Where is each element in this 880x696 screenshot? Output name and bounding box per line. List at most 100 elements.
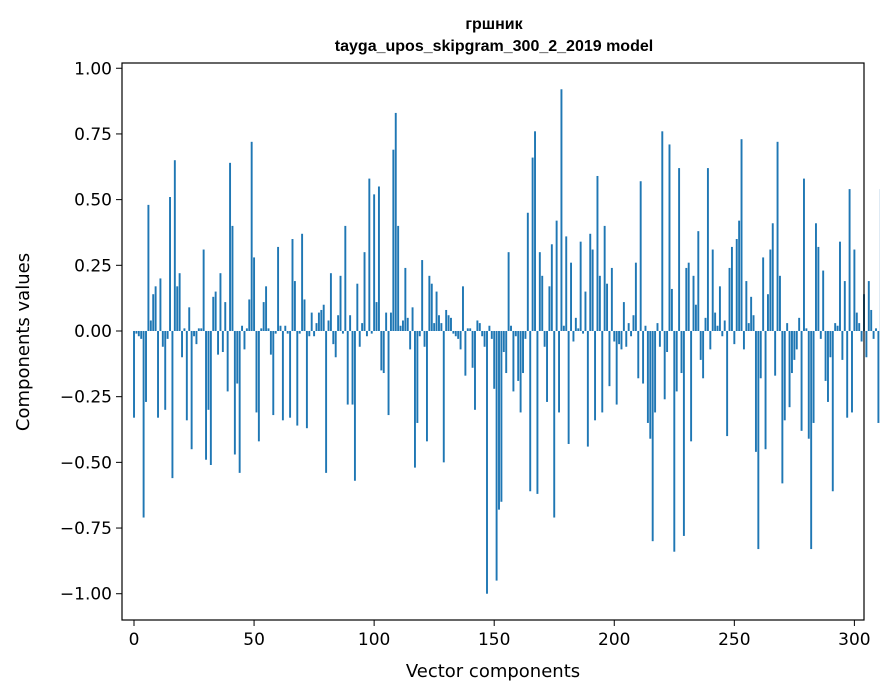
bar-173 [548, 286, 551, 331]
bar-33 [212, 296, 215, 331]
y-tick-label-4: 0.00 [74, 322, 112, 342]
bar-170 [541, 275, 544, 331]
bar-275 [793, 330, 796, 360]
bar-43 [236, 330, 239, 384]
bar-302 [858, 323, 861, 331]
bar-278 [800, 330, 803, 431]
bar-268 [776, 141, 779, 331]
bar-44 [238, 330, 241, 473]
bar-212 [642, 330, 645, 384]
x-axis-label: Vector components [406, 661, 580, 682]
bar-276 [795, 330, 798, 350]
bar-89 [346, 330, 349, 405]
bar-141 [471, 330, 474, 368]
bar-271 [783, 330, 786, 421]
bar-122 [426, 330, 428, 442]
bar-240 [709, 330, 712, 350]
bar-168 [536, 330, 539, 494]
bar-294 [839, 241, 841, 331]
bar-149 [490, 330, 493, 339]
bar-79 [322, 304, 325, 331]
bar-222 [666, 330, 669, 353]
bar-172 [546, 330, 548, 402]
bar-139 [466, 328, 469, 331]
bar-156 [507, 252, 510, 331]
bar-47 [245, 328, 248, 331]
bar-87 [341, 330, 344, 334]
bar-151 [495, 330, 498, 581]
bar-171 [543, 330, 546, 347]
bar-1 [135, 330, 138, 334]
bar-250 [733, 330, 736, 345]
bar-104 [382, 330, 385, 374]
bar-279 [803, 178, 805, 331]
bar-184 [574, 317, 577, 331]
bar-264 [766, 294, 769, 331]
x-tick-label-300: 300 [838, 630, 870, 650]
bar-205 [625, 330, 628, 347]
bar-300 [853, 249, 856, 331]
bar-288 [824, 330, 827, 381]
bar-132 [450, 317, 452, 331]
bar-57 [269, 330, 272, 355]
bar-86 [339, 275, 342, 331]
bar-22 [185, 330, 188, 421]
bar-239 [706, 168, 709, 331]
bar-106 [387, 330, 390, 416]
bar-217 [654, 330, 657, 413]
bar-7 [149, 320, 152, 331]
bars-group [133, 89, 880, 594]
bar-3 [140, 330, 143, 339]
bar-246 [723, 320, 726, 331]
bar-191 [591, 249, 594, 331]
bar-255 [745, 281, 748, 331]
chart-title: гршник [465, 16, 523, 33]
y-tick-label-5: 0.25 [74, 256, 112, 276]
bar-248 [728, 267, 731, 331]
bar-267 [774, 330, 777, 376]
bar-259 [754, 330, 757, 452]
bar-54 [262, 302, 265, 331]
bar-138 [464, 330, 467, 376]
bar-295 [841, 330, 844, 360]
bar-107 [389, 312, 392, 331]
bar-62 [281, 330, 284, 421]
bar-192 [594, 330, 597, 421]
bar-13 [164, 330, 167, 410]
bar-41 [231, 225, 234, 331]
bar-188 [584, 291, 587, 331]
bar-91 [351, 330, 354, 405]
bar-232 [690, 330, 693, 442]
bar-204 [622, 302, 625, 331]
bar-124 [430, 283, 433, 331]
y-tick-label-3: −0.25 [60, 388, 112, 408]
bar-226 [675, 330, 678, 392]
bar-9 [154, 286, 157, 331]
bar-111 [399, 325, 402, 331]
bar-148 [488, 325, 491, 331]
bar-179 [562, 325, 565, 331]
bar-114 [406, 317, 409, 331]
bar-213 [644, 325, 647, 331]
bar-209 [634, 262, 637, 331]
bar-174 [550, 244, 553, 331]
bar-243 [716, 325, 719, 331]
bar-50 [253, 257, 256, 331]
bar-17 [173, 160, 176, 331]
bar-52 [257, 330, 260, 442]
bar-25 [193, 330, 195, 337]
bar-200 [613, 330, 616, 342]
bar-190 [589, 233, 592, 331]
bar-76 [315, 323, 318, 331]
bar-163 [524, 330, 527, 339]
bar-84 [334, 330, 337, 358]
bar-211 [639, 181, 642, 331]
bar-169 [538, 252, 541, 331]
bar-274 [791, 330, 793, 374]
bar-298 [848, 189, 851, 331]
bar-194 [598, 275, 601, 331]
y-tick-label-0: −1.00 [60, 585, 112, 605]
bar-289 [827, 330, 829, 402]
bar-153 [500, 330, 503, 502]
bar-186 [579, 241, 582, 331]
